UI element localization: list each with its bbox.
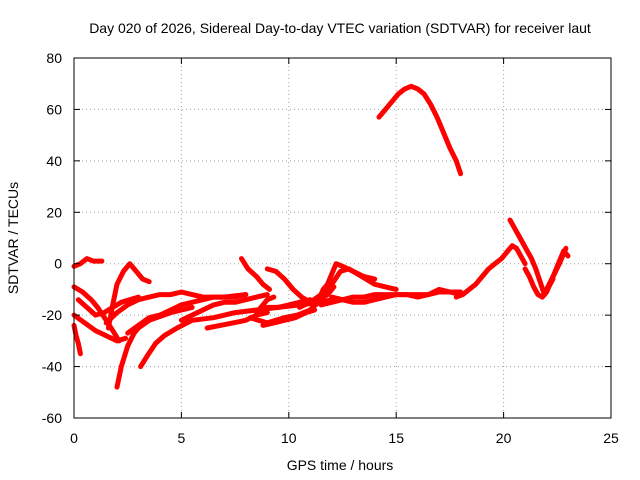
series-line-s24 [453,243,528,300]
x-tick-label: 10 [281,430,297,446]
y-tick-label: -60 [42,410,62,426]
y-tick-label: -20 [42,307,62,323]
y-tick-label: 40 [46,153,62,169]
grid-lines [74,58,611,418]
series-line-s27 [544,245,569,292]
series-line-s15 [258,297,313,313]
chart-title: Day 020 of 2026, Sidereal Day-to-day VTE… [89,20,591,36]
y-tick-label: 60 [46,101,62,117]
series-line-s23 [376,83,464,177]
series-line-s13 [239,256,272,292]
series-line-s6 [105,261,152,331]
series-line-s5 [71,312,129,344]
series-line-s20 [307,266,399,313]
y-axis-label: SDTVAR / TECUs [5,182,21,294]
y-tick-label: 20 [46,204,62,220]
x-tick-label: 20 [496,430,512,446]
series-line-s4 [75,294,141,318]
series-line-s1 [71,256,105,269]
y-tick-label: 0 [54,256,62,272]
x-tick-label: 0 [70,430,78,446]
series-line-s2 [71,322,83,357]
axis-ticks [73,57,612,419]
y-tick-labels: -60 -40 -20 0 20 40 60 80 [42,50,62,426]
x-tick-label: 25 [603,430,619,446]
series-line-s11 [178,292,270,323]
x-tick-label: 15 [388,430,404,446]
x-axis-label: GPS time / hours [287,457,394,473]
y-tick-label: 80 [46,50,62,66]
series-line-s10 [125,292,249,336]
x-tick-label: 5 [178,430,186,446]
series-line-s3 [71,284,122,344]
x-tick-labels: 0 5 10 15 20 25 [70,430,619,446]
series-line-s22 [329,286,464,305]
plot-frame [73,57,612,419]
data-series [71,83,571,390]
series-line-s12 [204,310,270,331]
y-tick-label: -40 [42,359,62,375]
